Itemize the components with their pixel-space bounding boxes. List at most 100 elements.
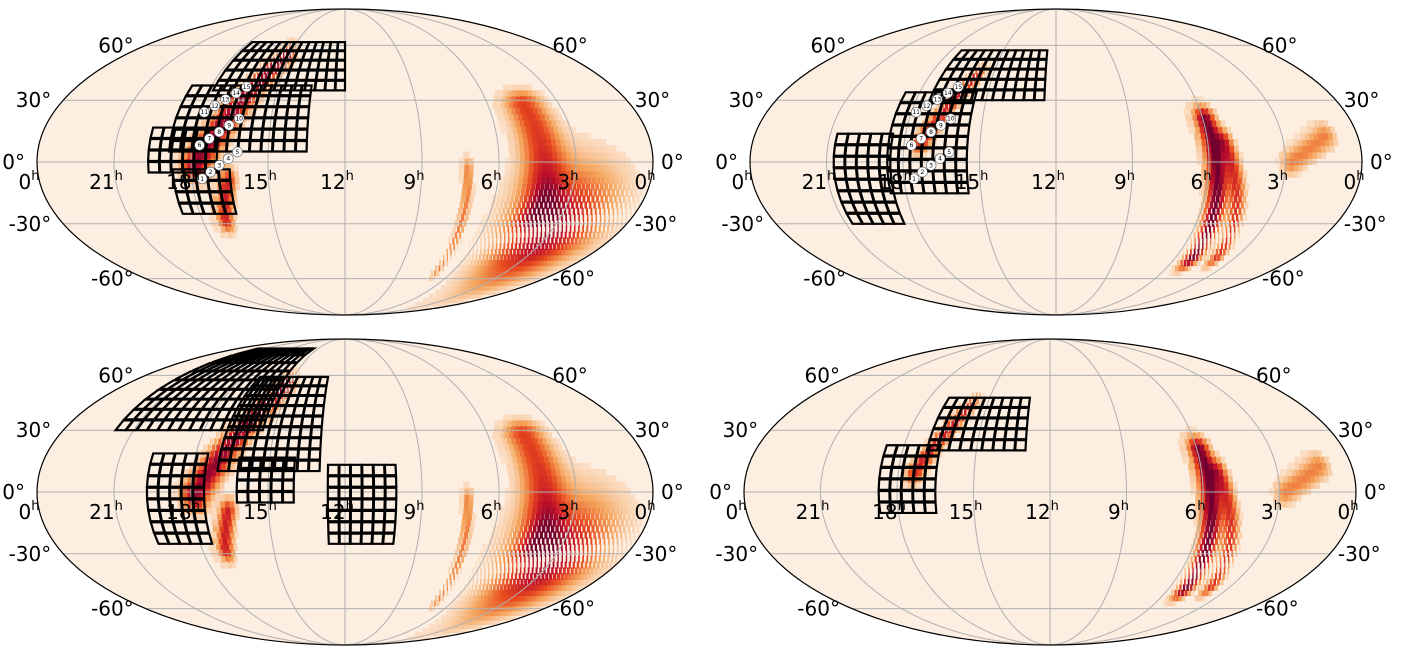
density-cell xyxy=(592,157,599,166)
density-cell xyxy=(1244,213,1247,221)
density-cell xyxy=(1196,225,1199,233)
density-cell xyxy=(1172,595,1176,602)
density-cell xyxy=(596,145,603,153)
density-cell xyxy=(450,561,454,569)
density-cell xyxy=(532,195,537,203)
density-cell xyxy=(592,481,599,489)
density-cell xyxy=(503,108,512,116)
density-cell xyxy=(503,243,506,250)
density-cell xyxy=(591,506,597,514)
density-cell xyxy=(529,189,534,197)
density-cell xyxy=(1311,468,1319,477)
density-cell xyxy=(1215,157,1221,166)
density-cell xyxy=(482,584,485,591)
density-cell xyxy=(524,207,528,215)
density-cell xyxy=(539,450,547,458)
density-cell xyxy=(1288,170,1294,178)
density-cell xyxy=(610,506,615,514)
observation-tile xyxy=(234,347,263,356)
density-cell xyxy=(1291,145,1299,153)
density-cell xyxy=(505,444,514,452)
density-cell xyxy=(592,151,599,159)
density-cell xyxy=(519,555,522,563)
density-cell xyxy=(629,189,634,197)
event-label: 14 xyxy=(944,90,952,97)
density-cell xyxy=(502,270,509,277)
dec-tick-label-right: -30° xyxy=(1338,542,1381,566)
density-cell xyxy=(492,102,501,110)
density-cell xyxy=(620,189,625,197)
density-cell xyxy=(576,561,580,569)
density-cell xyxy=(537,157,544,166)
density-cell xyxy=(499,561,502,569)
density-cell xyxy=(604,525,608,533)
density-cell xyxy=(527,114,536,122)
density-cell xyxy=(512,231,514,239)
density-cell xyxy=(446,248,448,256)
density-cell xyxy=(513,102,522,110)
density-cell xyxy=(1291,487,1298,496)
dec-tick-label-left: -60° xyxy=(797,597,840,621)
density-cell xyxy=(540,231,543,239)
density-cell xyxy=(533,595,540,602)
density-cell xyxy=(986,67,989,75)
density-cell xyxy=(497,265,502,272)
density-cell xyxy=(572,578,577,586)
density-cell xyxy=(538,589,544,597)
tile-group xyxy=(146,41,347,215)
density-cell xyxy=(521,138,529,147)
density-cell xyxy=(592,170,598,178)
density-cell xyxy=(1307,456,1316,464)
density-cell xyxy=(546,151,553,159)
density-cell xyxy=(1195,487,1201,496)
density-cell xyxy=(248,414,251,422)
density-cell xyxy=(501,549,505,557)
density-cell xyxy=(1181,595,1186,602)
density-cell xyxy=(536,126,545,134)
density-cell xyxy=(229,512,236,521)
density-cell xyxy=(971,84,975,92)
density-cell xyxy=(969,90,973,98)
density-cell xyxy=(510,219,513,227)
density-cell xyxy=(1206,537,1210,545)
density-cell xyxy=(500,102,509,110)
density-cell xyxy=(557,531,561,539)
ra-unit: h xyxy=(1274,499,1282,514)
density-cell xyxy=(599,182,604,191)
density-cell xyxy=(511,600,518,607)
density-cell xyxy=(1217,189,1222,197)
density-cell xyxy=(526,138,533,147)
density-cell xyxy=(1199,561,1202,569)
density-cell xyxy=(210,475,216,483)
density-cell xyxy=(571,254,577,261)
ra-tick-labels: 0h 21h 18h 15h 12h 9h 6h 3h 0h xyxy=(732,169,1365,194)
density-cell xyxy=(225,519,232,527)
density-cell xyxy=(916,468,922,477)
density-cell xyxy=(614,195,617,203)
density-cell xyxy=(1194,132,1201,140)
density-cell xyxy=(604,231,608,239)
density-cell xyxy=(491,578,494,586)
density-cell xyxy=(586,567,590,575)
density-cell xyxy=(1221,237,1224,245)
density-cell xyxy=(624,170,630,178)
density-cell xyxy=(463,481,470,489)
density-cell xyxy=(1227,201,1231,209)
density-cell xyxy=(1209,494,1215,502)
density-cell xyxy=(1178,595,1183,602)
density-cell xyxy=(217,543,225,551)
density-cell xyxy=(1175,270,1180,277)
density-cell xyxy=(469,195,474,203)
density-cell xyxy=(461,265,465,272)
density-cell xyxy=(920,450,925,458)
density-cell xyxy=(223,219,232,227)
density-cell xyxy=(279,387,282,394)
density-cell xyxy=(1193,512,1199,521)
density-cell xyxy=(261,90,266,98)
density-cell xyxy=(536,231,538,239)
density-cell xyxy=(535,578,539,586)
density-cell xyxy=(1306,132,1315,140)
density-cell xyxy=(1188,444,1196,452)
observation-tile xyxy=(155,379,185,390)
density-cell xyxy=(500,584,504,591)
